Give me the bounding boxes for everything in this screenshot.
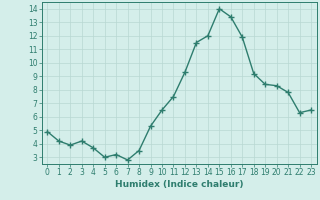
X-axis label: Humidex (Indice chaleur): Humidex (Indice chaleur) [115, 180, 244, 189]
